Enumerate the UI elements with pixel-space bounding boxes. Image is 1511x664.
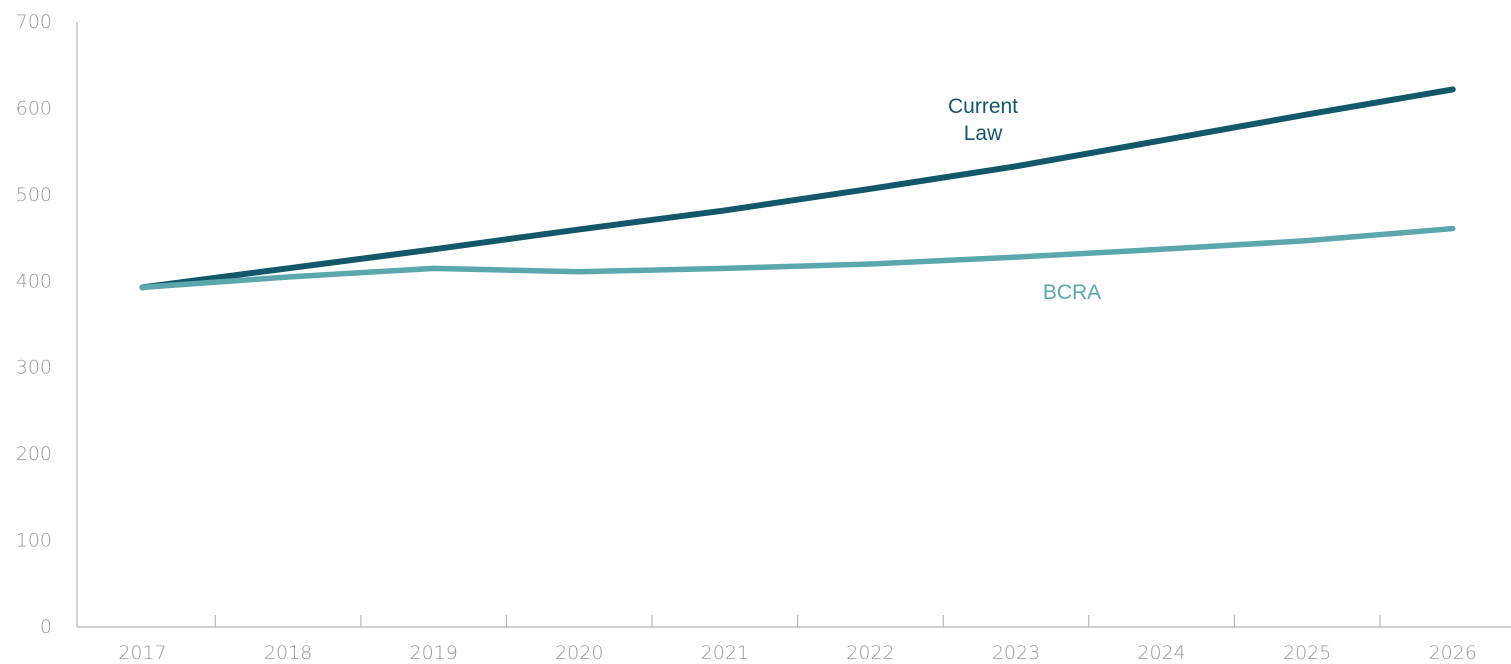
x-tick-label: 2017 — [118, 642, 166, 664]
x-tick-label: 2024 — [1137, 642, 1185, 664]
x-tick-label: 2022 — [846, 642, 894, 664]
y-tick-label: 400 — [16, 270, 52, 292]
x-tick-label: 2018 — [264, 642, 312, 664]
series-lines — [139, 86, 1456, 291]
series-label-current-law: Current Law — [948, 95, 1018, 145]
y-tick-label: 500 — [16, 184, 52, 206]
x-tick-label: 2020 — [555, 642, 603, 664]
series-line-current-law — [139, 86, 1456, 291]
y-tick-label: 100 — [16, 530, 52, 552]
series-label-bcra: BCRA — [1043, 281, 1101, 304]
y-tick-label: 200 — [16, 443, 52, 465]
x-tick-label: 2019 — [410, 642, 458, 664]
series-line-bcra — [139, 225, 1456, 291]
y-ticks: 0 100 200 300 400 500 600 700 — [16, 11, 52, 638]
y-tick-label: 600 — [16, 97, 52, 119]
series-labels: Current Law BCRA — [948, 95, 1101, 304]
y-tick-label: 300 — [16, 357, 52, 379]
y-tick-label: 700 — [16, 11, 52, 33]
y-tick-label: 0 — [40, 616, 52, 638]
x-tick-label: 2025 — [1283, 642, 1331, 664]
x-ticks: 2017 2018 2019 2020 2021 2022 2023 2024 2025 2026 — [118, 615, 1477, 664]
x-tick-label: 2026 — [1429, 642, 1477, 664]
x-tick-label: 2023 — [992, 642, 1040, 664]
x-tick-label: 2021 — [701, 642, 749, 664]
axes — [76, 22, 1511, 628]
